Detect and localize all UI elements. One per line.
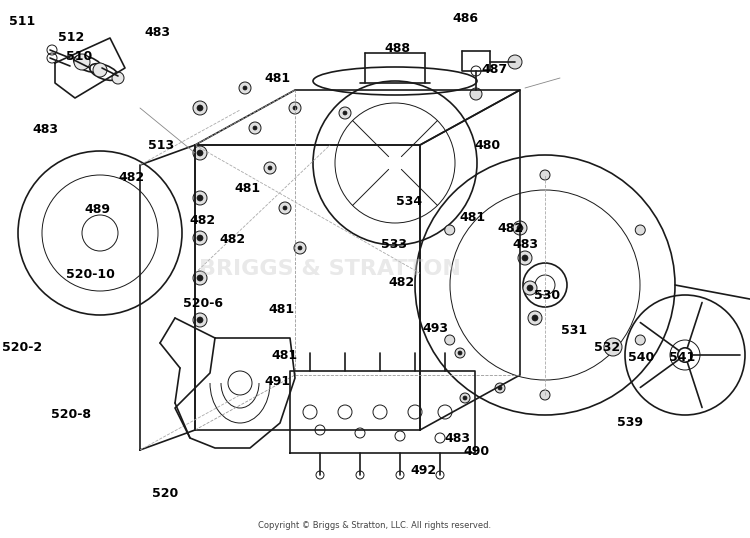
- Text: 539: 539: [617, 416, 643, 429]
- Text: 482: 482: [497, 222, 523, 235]
- Text: 513: 513: [148, 139, 174, 152]
- Circle shape: [445, 225, 454, 235]
- Circle shape: [343, 111, 347, 115]
- Text: 481: 481: [235, 182, 260, 195]
- Circle shape: [460, 393, 470, 403]
- Circle shape: [528, 311, 542, 325]
- Circle shape: [540, 390, 550, 400]
- Text: 482: 482: [388, 276, 414, 289]
- Circle shape: [298, 246, 302, 250]
- Text: 480: 480: [475, 139, 500, 152]
- Circle shape: [470, 88, 482, 100]
- Text: 481: 481: [272, 349, 298, 362]
- Circle shape: [294, 242, 306, 254]
- Circle shape: [193, 231, 207, 245]
- Circle shape: [635, 225, 645, 235]
- Text: 483: 483: [145, 26, 170, 39]
- Circle shape: [508, 55, 522, 69]
- Text: 489: 489: [85, 203, 110, 216]
- Circle shape: [283, 206, 287, 210]
- Text: BRIGGS & STRATTON: BRIGGS & STRATTON: [199, 259, 461, 279]
- Circle shape: [112, 72, 124, 84]
- Circle shape: [517, 225, 523, 231]
- Circle shape: [197, 275, 203, 281]
- Text: 490: 490: [464, 445, 489, 458]
- Circle shape: [604, 338, 622, 356]
- Text: 481: 481: [268, 303, 294, 316]
- Circle shape: [293, 106, 297, 110]
- Circle shape: [74, 54, 90, 70]
- Text: 512: 512: [58, 31, 84, 44]
- Circle shape: [197, 195, 203, 201]
- Circle shape: [243, 86, 247, 90]
- Circle shape: [253, 126, 257, 130]
- Circle shape: [289, 102, 301, 114]
- Circle shape: [193, 191, 207, 205]
- Circle shape: [279, 202, 291, 214]
- Circle shape: [445, 335, 454, 345]
- Circle shape: [458, 351, 462, 355]
- Circle shape: [498, 386, 502, 390]
- Circle shape: [197, 150, 203, 156]
- Text: 532: 532: [595, 341, 620, 353]
- Circle shape: [532, 315, 538, 321]
- Text: 533: 533: [381, 238, 406, 251]
- Circle shape: [264, 162, 276, 174]
- Text: 483: 483: [32, 123, 58, 136]
- Text: 487: 487: [482, 63, 508, 76]
- Text: 520-6: 520-6: [182, 298, 223, 310]
- Circle shape: [197, 317, 203, 323]
- Text: 482: 482: [220, 233, 245, 246]
- Circle shape: [239, 82, 251, 94]
- Circle shape: [339, 107, 351, 119]
- Circle shape: [193, 146, 207, 160]
- Circle shape: [268, 166, 272, 170]
- Text: 520-10: 520-10: [65, 268, 115, 281]
- Text: 483: 483: [445, 432, 470, 445]
- Text: 534: 534: [396, 195, 422, 208]
- Circle shape: [193, 101, 207, 115]
- Circle shape: [523, 281, 537, 295]
- Circle shape: [513, 221, 527, 235]
- Text: 531: 531: [561, 324, 586, 337]
- Text: 482: 482: [190, 214, 215, 227]
- Text: 486: 486: [452, 12, 478, 25]
- Text: 520: 520: [152, 487, 178, 500]
- Text: 541: 541: [669, 351, 696, 364]
- Circle shape: [193, 271, 207, 285]
- Circle shape: [249, 122, 261, 134]
- Text: 540: 540: [628, 351, 654, 364]
- Text: Copyright © Briggs & Stratton, LLC. All rights reserved.: Copyright © Briggs & Stratton, LLC. All …: [259, 521, 491, 530]
- Circle shape: [455, 348, 465, 358]
- Circle shape: [197, 105, 203, 111]
- Circle shape: [193, 313, 207, 327]
- Text: 510: 510: [66, 50, 92, 63]
- Circle shape: [518, 251, 532, 265]
- Circle shape: [463, 396, 467, 400]
- Circle shape: [540, 170, 550, 180]
- Text: 481: 481: [265, 72, 290, 84]
- Text: 520-2: 520-2: [2, 341, 43, 353]
- Text: 491: 491: [265, 376, 290, 388]
- Circle shape: [527, 285, 533, 291]
- Text: 483: 483: [512, 238, 538, 251]
- Text: 488: 488: [385, 42, 410, 55]
- Circle shape: [522, 255, 528, 261]
- Text: 492: 492: [411, 464, 436, 477]
- Text: 530: 530: [535, 289, 560, 302]
- Text: 481: 481: [460, 211, 485, 224]
- Circle shape: [93, 63, 107, 77]
- Text: 511: 511: [9, 15, 36, 28]
- Circle shape: [495, 383, 505, 393]
- Circle shape: [635, 335, 645, 345]
- Text: 493: 493: [422, 322, 448, 335]
- Text: 520-8: 520-8: [51, 408, 92, 421]
- Text: 482: 482: [118, 171, 144, 184]
- Circle shape: [197, 235, 203, 241]
